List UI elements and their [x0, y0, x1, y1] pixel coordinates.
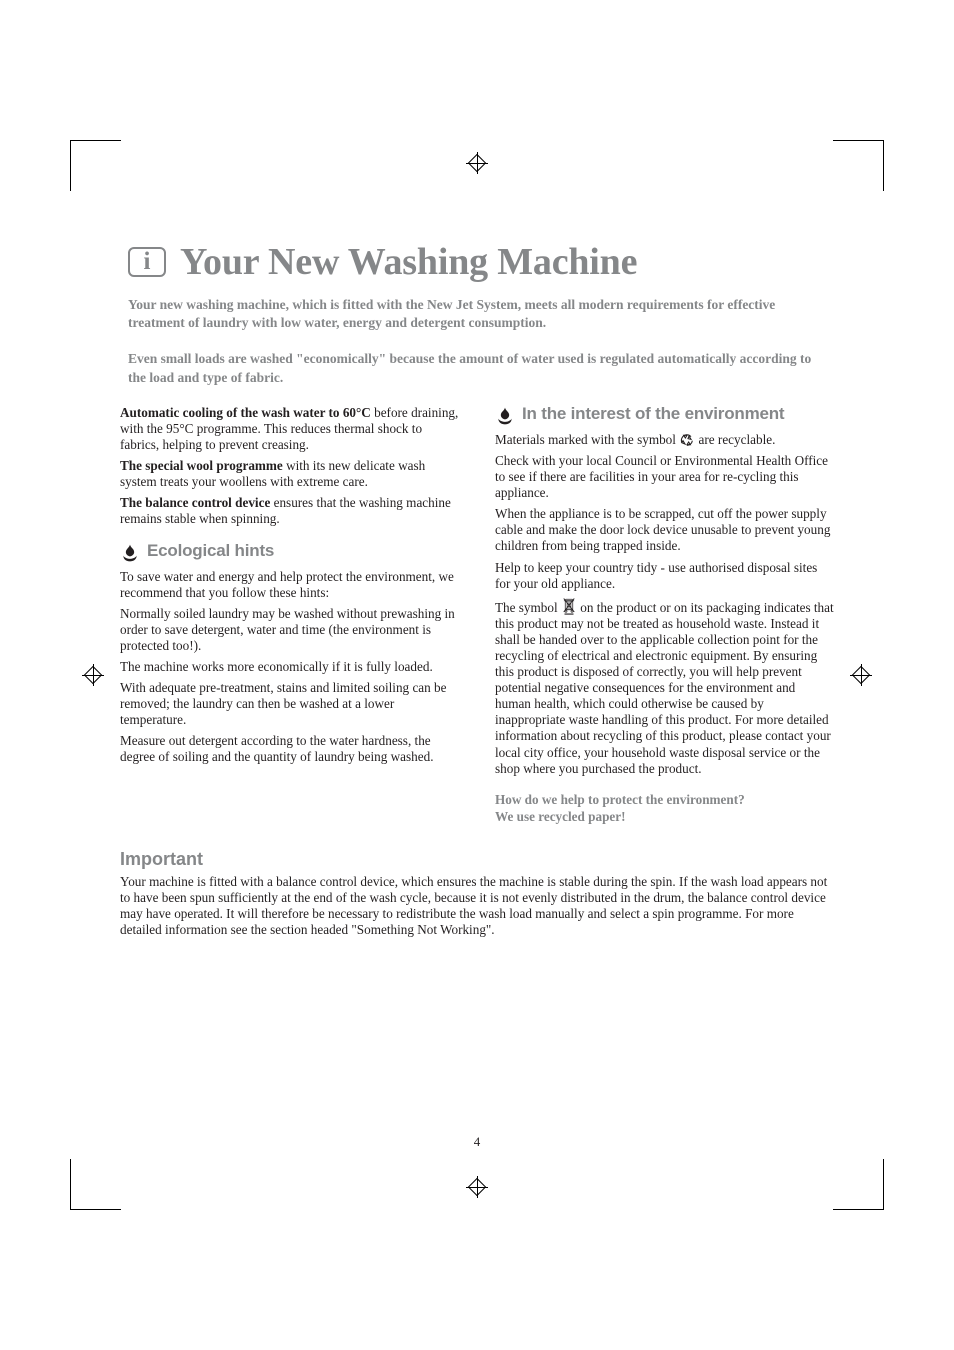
important-heading: Important	[120, 849, 834, 870]
title-row: i Your New Washing Machine	[128, 240, 834, 284]
crop-mark	[70, 140, 121, 191]
eco-answer: We use recycled paper!	[495, 808, 834, 825]
intro-paragraph-2: Even small loads are washed "economicall…	[128, 350, 826, 386]
left-column: Automatic cooling of the wash water to 6…	[120, 405, 459, 825]
ecological-hints-heading: Ecological hints	[120, 542, 459, 563]
recycle-icon	[679, 433, 695, 447]
eco-question: How do we help to protect the environmen…	[495, 791, 834, 808]
env-p5: The symbol on the product or on its pack…	[495, 597, 834, 777]
registration-mark	[466, 152, 488, 174]
page-title: Your New Washing Machine	[180, 240, 637, 284]
feature-cooling: Automatic cooling of the wash water to 6…	[120, 405, 459, 453]
env-p2: Check with your local Council or Environ…	[495, 453, 834, 501]
info-icon: i	[128, 247, 166, 277]
registration-mark	[82, 664, 104, 686]
env-p3: When the appliance is to be scrapped, cu…	[495, 506, 834, 554]
important-text: Your machine is fitted with a balance co…	[120, 874, 834, 938]
leaf-icon	[120, 543, 140, 563]
right-column: In the interest of the environment Mater…	[495, 405, 834, 825]
leaf-icon	[495, 406, 515, 426]
page-number: 4	[474, 1134, 481, 1150]
feature-balance: The balance control device ensures that …	[120, 495, 459, 527]
env-p1: Materials marked with the symbol are rec…	[495, 432, 834, 448]
env-p4: Help to keep your country tidy - use aut…	[495, 560, 834, 592]
eco-intro: To save water and energy and help protec…	[120, 569, 459, 601]
eco-hint-4: Measure out detergent according to the w…	[120, 733, 459, 765]
feature-wool: The special wool programme with its new …	[120, 458, 459, 490]
eco-tagline: How do we help to protect the environmen…	[495, 791, 834, 825]
intro-paragraph-1: Your new washing machine, which is fitte…	[128, 296, 826, 332]
environment-heading: In the interest of the environment	[495, 405, 834, 426]
environment-title: In the interest of the environment	[522, 405, 784, 424]
eco-hint-1: Normally soiled laundry may be washed wi…	[120, 606, 459, 654]
crop-mark	[833, 1159, 884, 1210]
crop-mark	[833, 140, 884, 191]
page: i Your New Washing Machine Your new wash…	[0, 0, 954, 1350]
registration-mark	[850, 664, 872, 686]
eco-hint-3: With adequate pre-treatment, stains and …	[120, 680, 459, 728]
registration-mark	[466, 1176, 488, 1198]
ecological-hints-title: Ecological hints	[147, 542, 274, 561]
two-column-layout: Automatic cooling of the wash water to 6…	[120, 405, 834, 825]
eco-hint-2: The machine works more economically if i…	[120, 659, 459, 675]
weee-bin-icon	[561, 597, 577, 615]
crop-mark	[70, 1159, 121, 1210]
